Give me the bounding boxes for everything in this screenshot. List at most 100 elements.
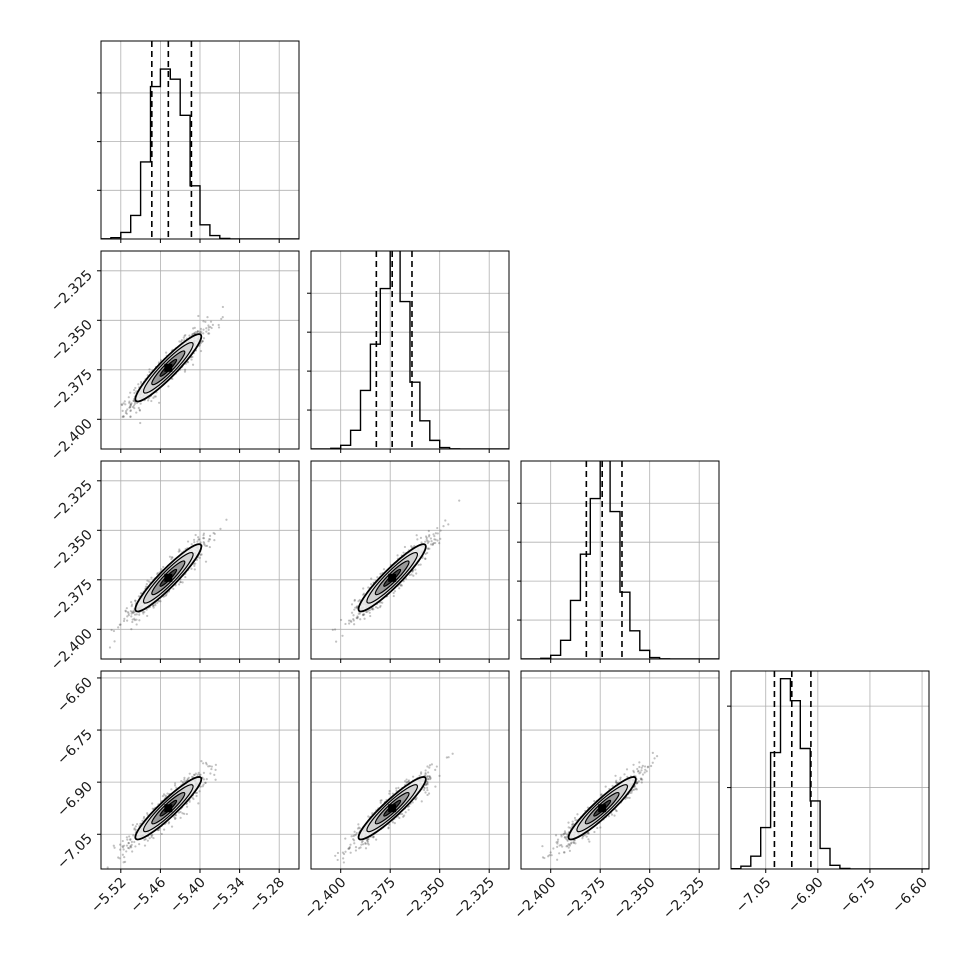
scatter-point: [217, 326, 221, 329]
scatter-point: [160, 568, 163, 571]
scatter-point: [405, 778, 408, 781]
scatter-point: [379, 604, 382, 608]
scatter-point: [438, 542, 441, 545]
scatter-point: [167, 385, 170, 388]
scatter-point: [133, 613, 137, 616]
scatter-point: [357, 600, 360, 603]
scatter-point: [207, 540, 210, 543]
scatter-point: [127, 612, 130, 615]
scatter-point: [404, 811, 407, 814]
scatter-point: [370, 577, 373, 580]
scatter-point: [134, 828, 137, 832]
y-tick-label: −6.60: [54, 674, 96, 716]
scatter-point: [371, 608, 374, 611]
scatter-point: [193, 564, 196, 567]
y-tick-label: −2.350: [48, 527, 96, 575]
scatter-point: [426, 781, 429, 784]
scatter-point: [182, 336, 185, 339]
scatter-point: [204, 544, 207, 547]
scatter-point: [214, 778, 217, 781]
scatter-point: [348, 622, 351, 625]
scatter-point: [324, 874, 326, 876]
scatter-point: [354, 606, 357, 609]
scatter-point: [137, 383, 140, 386]
scatter-point: [393, 590, 397, 593]
scatter-point: [426, 775, 429, 778]
scatter-point: [129, 610, 132, 613]
scatter-point: [424, 773, 427, 776]
scatter-point: [113, 640, 116, 643]
scatter-point: [391, 821, 395, 824]
scatter-point: [197, 538, 200, 541]
scatter-point: [380, 799, 383, 802]
scatter-point: [113, 846, 116, 849]
scatter-point: [195, 794, 198, 798]
scatter-point: [130, 843, 133, 846]
scatter-point: [135, 613, 138, 616]
scatter-point: [426, 788, 429, 792]
scatter-point: [428, 764, 432, 767]
scatter-point: [395, 787, 398, 790]
scatter-point: [341, 634, 344, 637]
scatter-point: [426, 777, 430, 781]
scatter-point: [131, 618, 134, 621]
scatter-point: [132, 611, 135, 614]
scatter-point: [128, 400, 131, 403]
scatter-point: [405, 780, 409, 784]
scatter-point: [123, 856, 126, 859]
scatter-point: [152, 396, 155, 399]
scatter-point: [388, 823, 391, 826]
scatter-point: [366, 840, 370, 843]
scatter-point: [407, 780, 410, 783]
scatter-point: [184, 333, 187, 337]
scatter-point: [200, 340, 204, 343]
scatter-point: [641, 764, 644, 768]
scatter-point: [210, 765, 213, 768]
scatter-point: [354, 849, 358, 852]
scatter-point: [170, 788, 173, 791]
scatter-point: [376, 576, 379, 579]
scatter-point: [130, 612, 133, 615]
scatter-point: [417, 563, 420, 566]
scatter-point: [430, 763, 434, 766]
x-tick-label: −2.325: [450, 875, 498, 923]
scatter-point: [640, 769, 643, 772]
scatter-point: [414, 798, 417, 801]
scatter-point: [434, 768, 437, 771]
scatter-point: [204, 320, 207, 323]
scatter-point: [125, 850, 128, 853]
scatter-point: [171, 377, 174, 381]
scatter-point: [196, 330, 199, 333]
scatter-point: [190, 358, 193, 361]
scatter-point: [120, 403, 123, 406]
scatter-point: [356, 605, 359, 608]
scatter-point: [220, 317, 223, 321]
scatter-point: [157, 828, 161, 831]
scatter-point: [164, 594, 168, 597]
scatter-point: [154, 604, 157, 607]
scatter-point: [133, 388, 136, 392]
scatter-point: [547, 855, 550, 858]
scatter-point: [402, 815, 405, 818]
scatter-point: [571, 820, 574, 823]
scatter-point: [125, 844, 129, 847]
scatter-point: [133, 391, 136, 395]
scatter-point: [170, 558, 173, 561]
scatter-point: [199, 327, 203, 330]
scatter-point: [204, 761, 208, 764]
scatter-point: [178, 340, 181, 343]
scatter-point: [200, 330, 203, 333]
scatter-point: [368, 611, 371, 614]
x-tick-label: −5.34: [207, 874, 249, 916]
scatter-point: [122, 848, 125, 851]
scatter-point: [632, 763, 635, 766]
scatter-point: [643, 771, 646, 774]
scatter-point: [139, 592, 142, 595]
panel-1-1: [307, 250, 510, 453]
scatter-point: [170, 825, 174, 828]
scatter-point: [398, 587, 401, 590]
panel-frame: [310, 670, 510, 870]
scatter-point: [632, 771, 636, 774]
scatter-point: [136, 822, 139, 826]
y-tick-label: −2.325: [48, 477, 96, 525]
